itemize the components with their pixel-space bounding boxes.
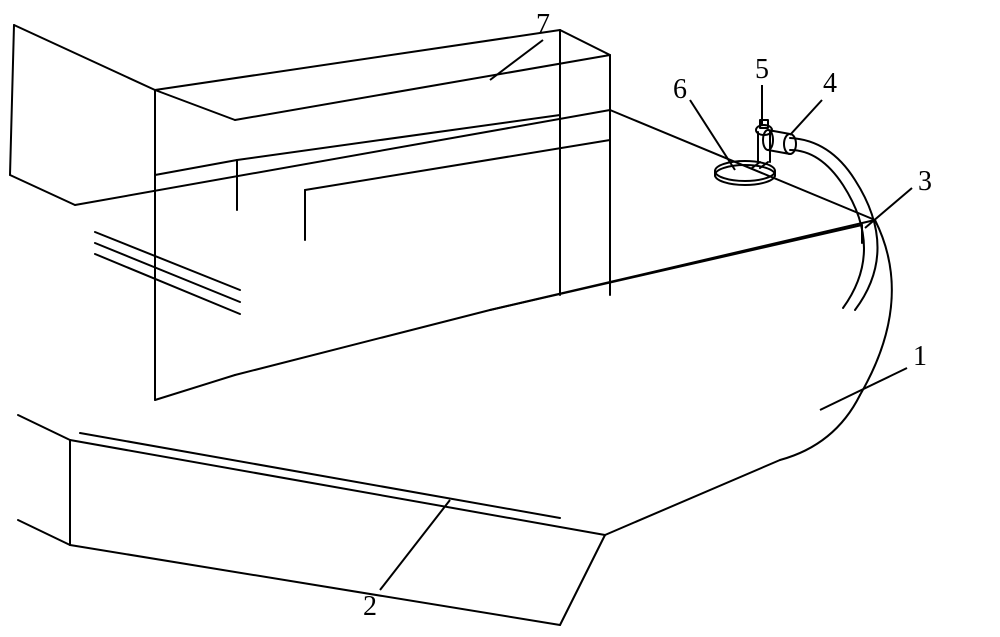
- label-4: 4: [823, 68, 837, 99]
- belt-top: [75, 110, 875, 310]
- sensor-disc: [715, 161, 775, 185]
- belt-left-runoff: [10, 25, 155, 205]
- label-2: 2: [363, 591, 377, 622]
- label-5: 5: [755, 54, 769, 85]
- label-1: 1: [913, 341, 927, 372]
- label-6: 6: [673, 74, 687, 105]
- technical-diagram: 1 2 3 4 5 6 7: [0, 0, 1000, 637]
- label-7: 7: [536, 9, 550, 40]
- sensor-arm-assembly: [715, 120, 878, 310]
- belt-front-edge: [235, 225, 862, 375]
- label-3: 3: [918, 166, 932, 197]
- callout-labels: 1 2 3 4 5 6 7: [363, 9, 932, 622]
- callout-leaders: [380, 40, 912, 590]
- conveyor-roller: [605, 220, 892, 535]
- lower-housing: [18, 415, 605, 625]
- arm-bracket: [790, 138, 878, 310]
